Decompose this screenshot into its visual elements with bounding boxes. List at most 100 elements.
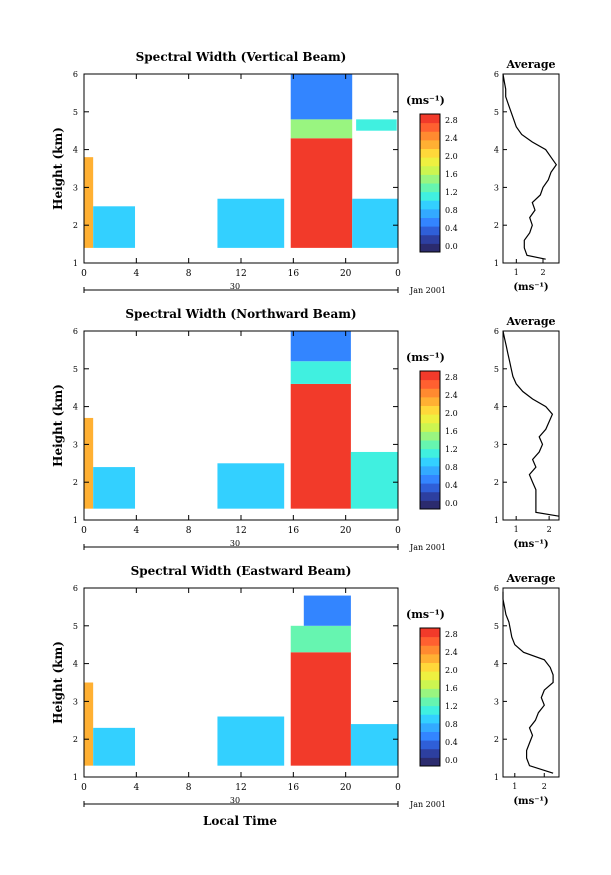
panel-title: Spectral Width (Eastward Beam) xyxy=(131,564,352,578)
average-frame xyxy=(502,587,560,778)
average-title: Average xyxy=(505,572,555,585)
x-tick-label: 4 xyxy=(133,783,139,793)
colorbar-tick-label: 1.6 xyxy=(445,684,458,693)
heatmap-cell xyxy=(84,682,94,766)
date-label: Jan 2001 xyxy=(409,543,446,552)
colorbar-frame xyxy=(419,627,441,767)
average-y-tick-label: 2 xyxy=(494,735,499,744)
colorbar-tick-label: 0.8 xyxy=(445,720,458,729)
y-tick-label: 5 xyxy=(73,365,78,374)
colorbar-tick-label: 1.2 xyxy=(445,188,458,197)
colorbar-segment xyxy=(420,457,440,467)
colorbar-segment xyxy=(420,139,440,149)
colorbar-segment xyxy=(420,731,440,741)
average-frame xyxy=(502,330,560,521)
colorbar-tick-label: 0.4 xyxy=(445,738,458,747)
y-tick-label: 5 xyxy=(73,622,78,631)
panels: Spectral Width (Vertical Beam)123456Heig… xyxy=(51,50,560,809)
x-tick-label: 16 xyxy=(288,526,300,536)
colorbar-tick-label: 2.0 xyxy=(445,409,458,418)
colorbar-segment xyxy=(420,131,440,141)
x-tick-label: 12 xyxy=(235,526,246,536)
colorbar-tick-label: 0.4 xyxy=(445,481,458,490)
y-tick-label: 2 xyxy=(73,221,78,230)
y-tick-label: 6 xyxy=(73,70,78,79)
average-y-tick-label: 2 xyxy=(494,221,499,230)
colorbar-tick-label: 0.0 xyxy=(445,242,458,251)
heatmap-cell xyxy=(290,138,353,248)
colorbar-frame xyxy=(419,370,441,510)
colorbar-unit: (ms⁻¹) xyxy=(406,351,445,364)
colorbar-segment xyxy=(420,226,440,236)
heatmap-cell xyxy=(350,451,398,509)
y-tick-label: 5 xyxy=(73,108,78,117)
colorbar-segment xyxy=(420,217,440,227)
panel-title: Spectral Width (Vertical Beam) xyxy=(136,50,347,64)
colorbar-tick-label: 2.4 xyxy=(445,648,458,657)
average-profile-line xyxy=(502,73,558,260)
y-axis-label: Height (km) xyxy=(51,641,65,724)
average-y-tick-label: 5 xyxy=(494,622,499,631)
x-tick-label: 0 xyxy=(395,783,401,793)
colorbar-segment xyxy=(420,379,440,389)
heatmap-cell xyxy=(93,727,136,766)
average-x-tick-label: 1 xyxy=(514,268,519,277)
colorbar-segment xyxy=(420,431,440,441)
x-tick-label: 20 xyxy=(340,526,352,536)
panel-title: Spectral Width (Northward Beam) xyxy=(125,307,356,321)
colorbar-segment xyxy=(420,645,440,655)
average-frame xyxy=(502,73,560,264)
average-y-tick-label: 2 xyxy=(494,478,499,487)
average-x-tick-label: 2 xyxy=(547,525,552,534)
heatmap-cell xyxy=(290,119,353,139)
colorbar-frame xyxy=(419,113,441,253)
x-tick-label: 0 xyxy=(81,783,87,793)
average-x-label: (ms⁻¹) xyxy=(513,282,548,293)
colorbar-segment xyxy=(420,157,440,167)
y-tick-label: 1 xyxy=(73,516,78,525)
heatmap-cell xyxy=(290,74,353,120)
colorbar-segment xyxy=(420,662,440,672)
colorbar-segment xyxy=(420,148,440,158)
x-axis-label: Local Time xyxy=(203,814,277,828)
x-tick-label: 12 xyxy=(235,783,246,793)
colorbar-segment xyxy=(420,500,440,510)
colorbar-segment xyxy=(420,705,440,715)
heatmap-cell xyxy=(290,383,351,509)
average-y-tick-label: 1 xyxy=(494,516,499,525)
colorbar-tick-label: 0.8 xyxy=(445,206,458,215)
y-tick-label: 6 xyxy=(73,327,78,336)
colorbar-tick-label: 1.2 xyxy=(445,702,458,711)
average-y-tick-label: 4 xyxy=(494,660,499,669)
heatmap-cell xyxy=(290,625,351,653)
colorbar-segment xyxy=(420,679,440,689)
heatmap-cell xyxy=(303,595,351,626)
colorbar-tick-label: 0.0 xyxy=(445,756,458,765)
average-x-tick-label: 2 xyxy=(542,782,547,791)
heatmap-cell xyxy=(93,206,136,248)
x-tick-label: 0 xyxy=(81,526,87,536)
colorbar-unit: (ms⁻¹) xyxy=(406,608,445,621)
average-x-tick-label: 1 xyxy=(512,782,517,791)
heatmap-cell xyxy=(217,716,285,766)
average-y-tick-label: 5 xyxy=(494,365,499,374)
average-y-tick-label: 3 xyxy=(494,183,499,192)
colorbar-tick-label: 2.0 xyxy=(445,666,458,675)
colorbar-segment xyxy=(420,757,440,767)
colorbar-segment xyxy=(420,243,440,253)
colorbar-segment xyxy=(420,114,440,124)
y-tick-label: 6 xyxy=(73,584,78,593)
x-tick-label: 16 xyxy=(288,783,300,793)
average-profile-line xyxy=(502,591,554,774)
colorbar-segment xyxy=(420,636,440,646)
colorbar-segment xyxy=(420,191,440,201)
colorbar-segment xyxy=(420,405,440,415)
colorbar-segment xyxy=(420,174,440,184)
heatmap-cell xyxy=(290,361,351,384)
colorbar-tick-label: 2.4 xyxy=(445,134,458,143)
colorbar-segment xyxy=(420,653,440,663)
colorbar-segment xyxy=(420,165,440,175)
x-tick-label: 16 xyxy=(288,269,300,279)
average-x-tick-label: 1 xyxy=(514,525,519,534)
